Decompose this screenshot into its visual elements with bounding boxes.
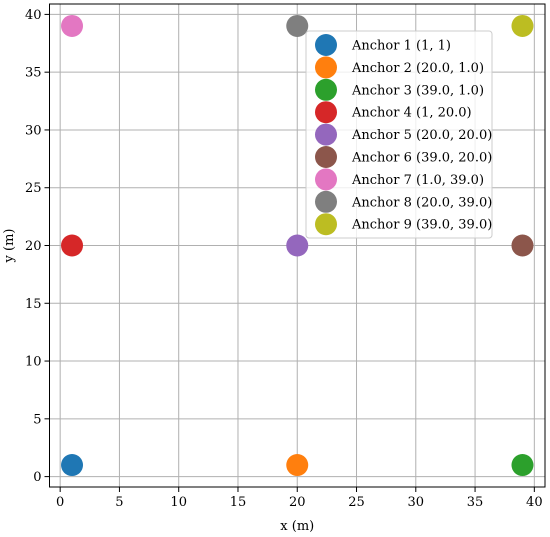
x-tick-label: 40 (526, 495, 543, 510)
y-tick-label: 0 (33, 470, 41, 485)
anchor-point-8 (286, 14, 309, 37)
x-tick-label: 35 (467, 495, 484, 510)
anchor-point-3 (511, 454, 534, 477)
legend-entry-1: Anchor 1 (1, 1) (351, 39, 451, 54)
data-points (61, 14, 534, 477)
legend-entry-6: Anchor 6 (39.0, 20.0) (351, 151, 492, 166)
legend-entry-5: Anchor 5 (20.0, 20.0) (351, 128, 492, 143)
anchor-point-5 (286, 234, 309, 257)
x-tick-label: 15 (230, 495, 247, 510)
legend-marker-6 (315, 146, 337, 168)
legend-entry-3: Anchor 3 (39.0, 1.0) (351, 83, 484, 98)
legend-entry-8: Anchor 8 (20.0, 39.0) (351, 195, 492, 210)
y-tick-label: 15 (25, 297, 42, 312)
legend-marker-3 (315, 78, 337, 101)
legend-marker-1 (315, 34, 337, 56)
legend-marker-5 (315, 123, 337, 146)
y-tick-label: 30 (25, 123, 42, 138)
x-tick-label: 10 (170, 495, 187, 510)
x-tick-label: 0 (56, 495, 64, 510)
x-axis-label: x (m) (280, 519, 314, 534)
x-tick-label: 25 (348, 495, 365, 510)
x-tick-label: 30 (408, 495, 425, 510)
anchor-point-9 (511, 14, 534, 37)
legend-entry-4: Anchor 4 (1, 20.0) (351, 106, 472, 121)
axis-ticks: 0 5 10 15 20 25 30 35 40 0 5 10 15 20 25 30 35 40 (25, 8, 543, 510)
x-tick-label: 20 (289, 495, 306, 510)
legend-entry-9: Anchor 9 (39.0, 39.0) (351, 218, 492, 233)
legend-marker-9 (315, 213, 337, 236)
y-tick-label: 25 (25, 181, 42, 196)
y-tick-label: 10 (25, 355, 42, 370)
anchor-point-2 (286, 454, 309, 477)
legend-marker-8 (315, 190, 337, 213)
anchor-point-1 (61, 454, 84, 477)
y-tick-label: 40 (25, 8, 42, 23)
y-axis-label: y (m) (2, 229, 17, 264)
legend: Anchor 1 (1, 1) Anchor 2 (20.0, 1.0) Ancho… (305, 30, 493, 239)
y-tick-label: 35 (25, 66, 42, 81)
legend-box (305, 30, 493, 239)
y-tick-label: 5 (33, 412, 41, 427)
legend-entry-2: Anchor 2 (20.0, 1.0) (351, 61, 484, 76)
anchor-point-4 (61, 234, 84, 257)
legend-marker-4 (315, 101, 337, 124)
legend-entry-7: Anchor 7 (1.0, 39.0) (351, 173, 484, 188)
x-tick-label: 5 (115, 495, 123, 510)
anchor-point-7 (61, 14, 84, 37)
anchor-point-6 (511, 234, 534, 257)
legend-marker-7 (315, 168, 337, 191)
y-tick-label: 20 (25, 239, 42, 254)
legend-marker-2 (315, 56, 337, 79)
